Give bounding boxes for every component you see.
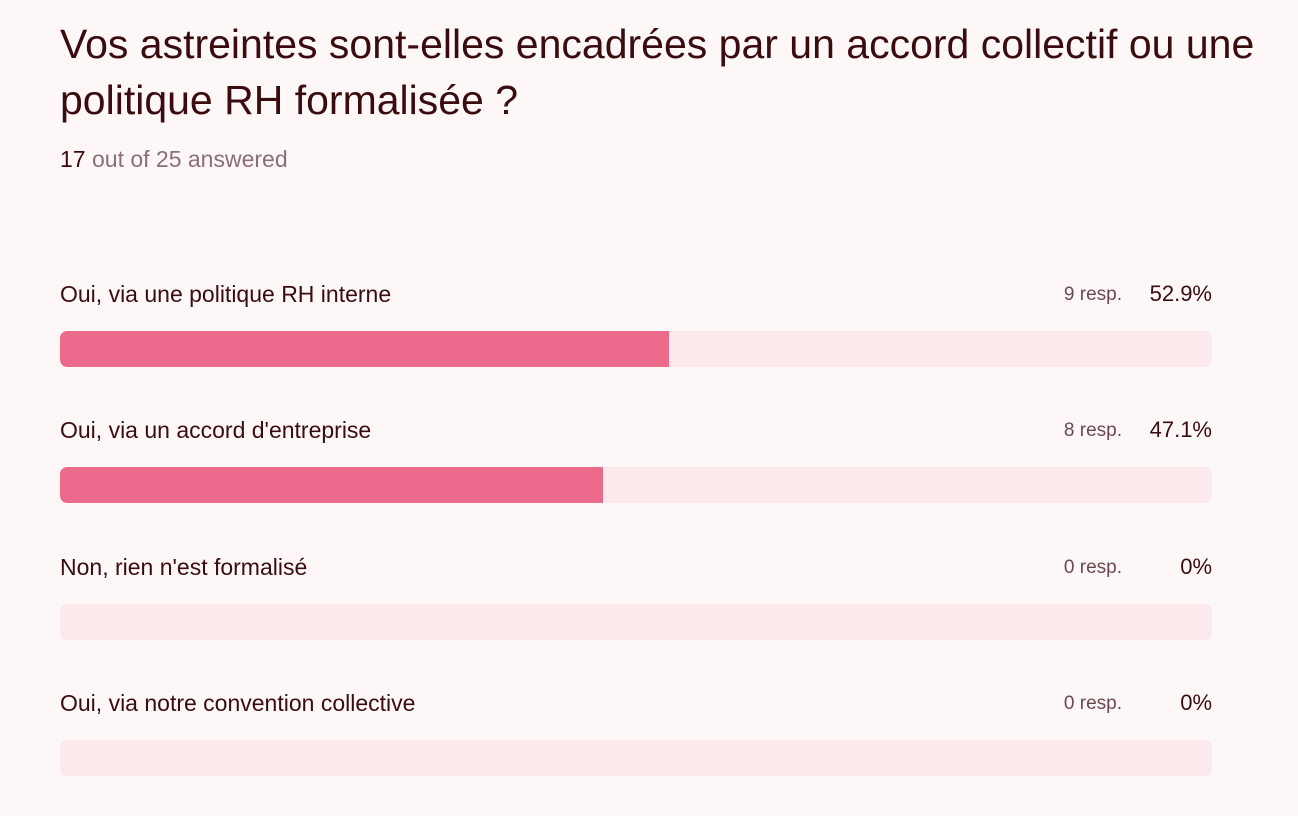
option-row: Oui, via un accord d'entreprise 8 resp. … <box>60 415 1212 515</box>
option-response-count: 9 resp. <box>1063 284 1122 305</box>
option-response-count: 0 resp. <box>1063 557 1122 578</box>
option-bar-track <box>60 467 1212 503</box>
option-label: Oui, via notre convention collective <box>60 690 416 716</box>
option-bar-track <box>60 604 1212 640</box>
option-label: Oui, via une politique RH interne <box>60 281 392 307</box>
option-response-count: 8 resp. <box>1063 420 1122 441</box>
question-title: Vos astreintes sont-elles encadrées par … <box>60 21 1255 123</box>
option-bar-fill <box>60 467 603 503</box>
option-row: Oui, via notre convention collective 0 r… <box>60 688 1212 788</box>
option-label: Oui, via un accord d'entreprise <box>60 417 372 443</box>
option-percent: 0% <box>1180 554 1212 579</box>
answered-total-text: out of 25 answered <box>85 146 288 172</box>
option-response-count: 0 resp. <box>1063 693 1122 714</box>
option-percent: 52.9% <box>1149 281 1212 306</box>
option-percent: 0% <box>1180 690 1212 715</box>
answered-count: 17 <box>60 146 86 172</box>
option-row: Non, rien n'est formalisé 0 resp. 0% <box>60 552 1212 652</box>
option-bar-track <box>60 331 1212 367</box>
option-bar-fill <box>60 331 670 367</box>
answered-summary: 17 out of 25 answered <box>60 144 288 174</box>
option-label: Non, rien n'est formalisé <box>60 554 308 580</box>
option-percent: 47.1% <box>1149 417 1212 442</box>
option-row: Oui, via une politique RH interne 9 resp… <box>60 279 1212 379</box>
option-bar-track <box>60 740 1212 776</box>
